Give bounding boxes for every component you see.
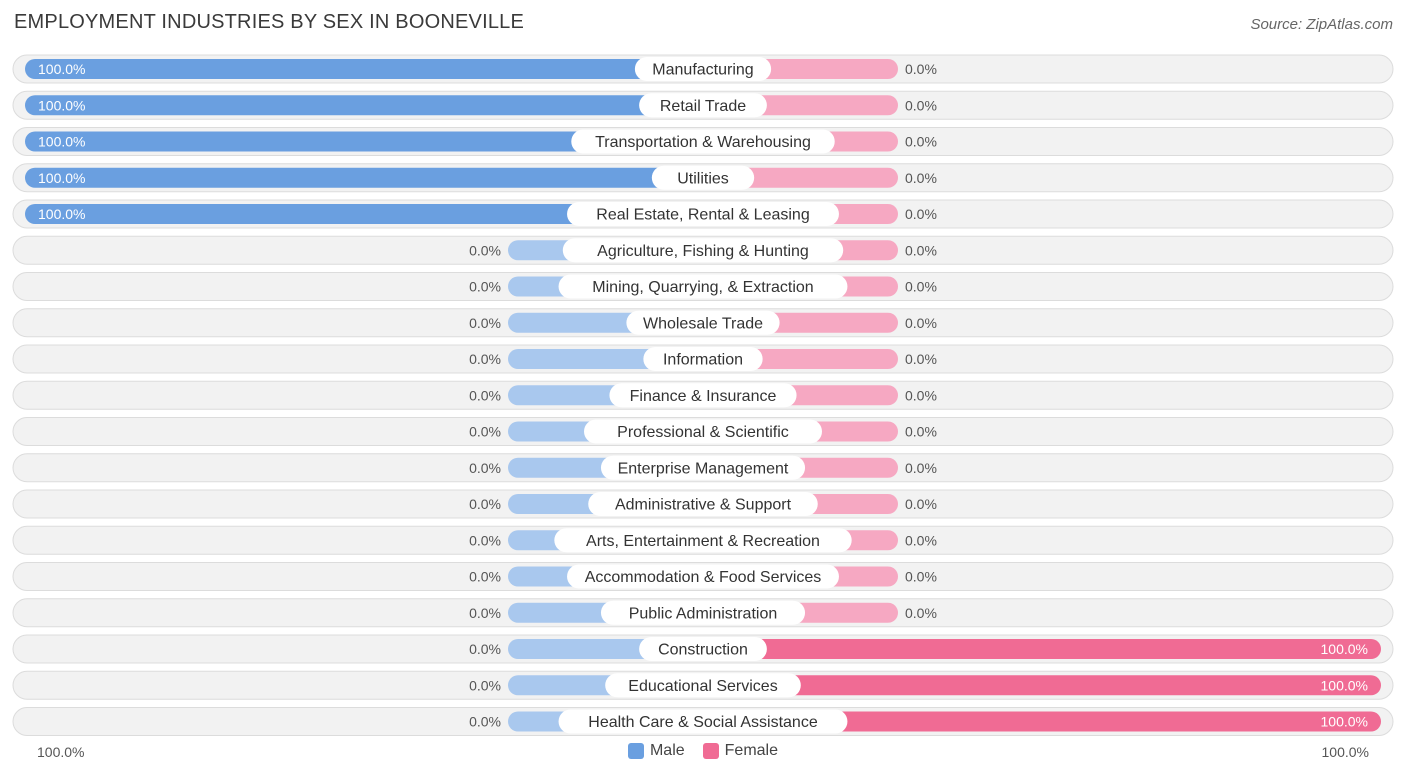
- male-value-label: 0.0%: [469, 242, 501, 258]
- source-credit: Source: ZipAtlas.com: [1250, 16, 1393, 33]
- category-label: Educational Services: [628, 678, 777, 695]
- female-bar: [703, 639, 1381, 659]
- category-label: Public Administration: [629, 605, 778, 622]
- category-label-pill: [554, 528, 852, 553]
- category-label-pill: [651, 165, 755, 190]
- female-value-label: 0.0%: [905, 315, 937, 331]
- category-label: Finance & Insurance: [630, 388, 777, 405]
- legend-item-male[interactable]: Male: [627, 742, 685, 760]
- male-bar: [25, 204, 703, 224]
- category-label: Manufacturing: [652, 62, 753, 79]
- male-value-label: 0.0%: [469, 605, 501, 621]
- male-value-label: 0.0%: [469, 496, 501, 512]
- male-value-label: 100.0%: [38, 206, 85, 222]
- male-value-label: 100.0%: [38, 61, 85, 77]
- category-label-pill: [584, 419, 822, 444]
- male-swatch: [627, 743, 644, 759]
- female-value-label: 0.0%: [905, 134, 937, 150]
- male-value-label: 0.0%: [469, 351, 501, 367]
- category-label: Administrative & Support: [615, 497, 792, 514]
- category-label: Accommodation & Food Services: [585, 569, 822, 586]
- category-label-pill: [571, 129, 835, 154]
- legend: Male Female: [0, 742, 1406, 760]
- male-bar: [25, 95, 703, 116]
- male-value-label: 0.0%: [469, 677, 501, 693]
- male-value-label: 0.0%: [469, 532, 501, 548]
- category-label: Health Care & Social Assistance: [588, 714, 818, 731]
- female-value-label: 0.0%: [905, 496, 937, 512]
- male-bar: [25, 59, 703, 79]
- female-value-label: 0.0%: [905, 532, 937, 548]
- female-bar: [703, 675, 1381, 696]
- male-value-label: 0.0%: [469, 641, 501, 657]
- category-label-pill: [639, 637, 767, 661]
- category-label-pill: [562, 238, 844, 263]
- female-bar: [703, 711, 1381, 732]
- male-value-label: 100.0%: [38, 97, 85, 113]
- female-value-label: 0.0%: [905, 424, 937, 440]
- axis-right-label: 100.0%: [1321, 744, 1369, 760]
- category-label: Information: [663, 352, 743, 369]
- category-label-pill: [567, 564, 839, 589]
- female-value-label: 0.0%: [905, 569, 937, 585]
- category-label: Professional & Scientific: [617, 424, 789, 441]
- category-label-pill: [626, 310, 780, 335]
- male-value-label: 100.0%: [38, 134, 85, 150]
- category-label: Real Estate, Rental & Leasing: [596, 207, 809, 224]
- male-value-label: 0.0%: [469, 569, 501, 585]
- male-value-label: 0.0%: [469, 315, 501, 331]
- male-value-label: 0.0%: [469, 279, 501, 295]
- male-value-label: 100.0%: [38, 170, 85, 186]
- category-label: Agriculture, Fishing & Hunting: [597, 243, 809, 260]
- male-bar: [25, 167, 703, 188]
- category-label: Retail Trade: [660, 98, 746, 115]
- female-value-label: 0.0%: [905, 242, 937, 258]
- female-value-label: 100.0%: [1321, 641, 1368, 657]
- category-label: Enterprise Management: [618, 460, 789, 477]
- female-value-label: 0.0%: [905, 605, 937, 621]
- female-value-label: 100.0%: [1321, 714, 1368, 730]
- male-value-label: 0.0%: [469, 460, 501, 476]
- category-label-pill: [600, 455, 806, 480]
- female-value-label: 0.0%: [905, 61, 937, 77]
- female-value-label: 0.0%: [905, 460, 937, 476]
- female-value-label: 0.0%: [905, 170, 937, 186]
- female-swatch: [702, 743, 719, 759]
- legend-label-female: Female: [724, 742, 779, 759]
- category-label: Transportation & Warehousing: [595, 134, 811, 151]
- category-label: Construction: [658, 642, 748, 659]
- category-label-pill: [609, 383, 797, 408]
- category-label-pill: [558, 274, 848, 299]
- category-label-pill: [600, 600, 806, 625]
- category-label-pill: [643, 347, 763, 371]
- category-label-pill: [605, 673, 801, 698]
- category-label: Utilities: [677, 170, 729, 187]
- category-label: Arts, Entertainment & Recreation: [586, 533, 820, 550]
- category-label-pill: [639, 93, 767, 118]
- male-value-label: 0.0%: [469, 714, 501, 730]
- category-label-pill: [567, 202, 839, 226]
- category-label: Mining, Quarrying, & Extraction: [592, 279, 813, 296]
- male-value-label: 0.0%: [469, 424, 501, 440]
- category-label-pill: [558, 709, 848, 734]
- category-label-pill: [588, 492, 818, 516]
- female-value-label: 0.0%: [905, 206, 937, 222]
- male-bar: [25, 131, 703, 152]
- chart-title: EMPLOYMENT INDUSTRIES BY SEX IN BOONEVIL…: [14, 11, 525, 33]
- female-value-label: 100.0%: [1321, 677, 1368, 693]
- female-value-label: 0.0%: [905, 97, 937, 113]
- legend-item-female[interactable]: Female: [702, 742, 779, 760]
- category-label-pill: [634, 57, 772, 81]
- female-value-label: 0.0%: [905, 279, 937, 295]
- female-value-label: 0.0%: [905, 351, 937, 367]
- male-value-label: 0.0%: [469, 387, 501, 403]
- category-label: Wholesale Trade: [643, 315, 763, 332]
- female-value-label: 0.0%: [905, 387, 937, 403]
- legend-label-male: Male: [649, 742, 685, 759]
- axis-left-label: 100.0%: [37, 744, 85, 760]
